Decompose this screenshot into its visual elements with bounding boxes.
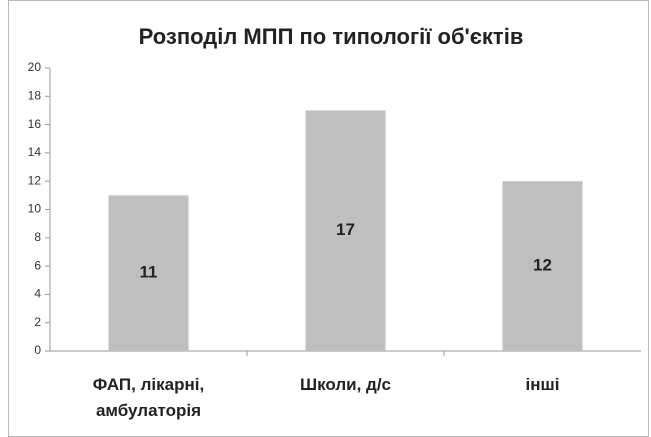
y-tick-label: 14 [28, 145, 42, 159]
data-label: 11 [140, 263, 158, 282]
y-tick-label: 20 [28, 60, 42, 74]
y-tick-label: 12 [28, 173, 42, 187]
y-tick-label: 0 [34, 343, 41, 357]
bar [305, 110, 386, 351]
y-tick-label: 10 [28, 202, 42, 216]
bar [108, 195, 189, 351]
y-tick-label: 2 [34, 315, 41, 329]
data-label: 17 [336, 220, 355, 239]
chart-title: Розподіл МПП по типології об'єктів [139, 24, 524, 49]
y-tick-label: 18 [28, 88, 42, 102]
bar [502, 181, 583, 351]
y-tick-label: 8 [34, 230, 41, 244]
y-tick-label: 4 [34, 287, 41, 301]
data-label: 12 [533, 256, 552, 275]
x-tick-label: Школи, д/с [300, 375, 391, 394]
x-tick-label: інші [525, 375, 560, 394]
x-tick-label: ФАП, лікарні, амбулаторія [92, 375, 205, 420]
y-tick-label: 16 [28, 117, 42, 131]
y-tick-label: 6 [34, 258, 41, 272]
